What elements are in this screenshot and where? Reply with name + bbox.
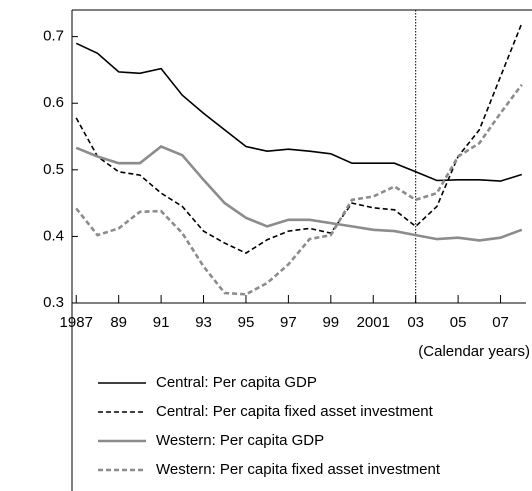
x-tick-label: 1987: [60, 314, 93, 331]
x-tick-label: 07: [492, 314, 509, 331]
series-line: [75, 145, 523, 242]
x-tick-label: 2001: [357, 314, 390, 331]
x-tick-label: 91: [153, 314, 170, 331]
y-tick-label: 0.3: [43, 294, 64, 311]
x-tick-label: 89: [110, 314, 127, 331]
series-line: [75, 83, 523, 296]
y-tick-label: 0.6: [43, 94, 64, 111]
x-tick-label: 99: [322, 314, 339, 331]
legend-label: Western: Per capita GDP: [156, 432, 324, 449]
x-tick-label: 03: [407, 314, 424, 331]
y-tick-label: 0.4: [43, 227, 64, 244]
x-unit-label: (Calendar years): [418, 343, 530, 360]
legend-label: Central: Per capita GDP: [156, 374, 317, 391]
x-tick-label: 93: [195, 314, 212, 331]
x-tick-label: 95: [238, 314, 255, 331]
x-tick-label: 97: [280, 314, 297, 331]
legend-label: Central: Per capita fixed asset investme…: [156, 403, 434, 420]
x-tick-label: 05: [450, 314, 467, 331]
y-tick-label: 0.5: [43, 161, 64, 178]
legend-label: Western: Per capita fixed asset investme…: [156, 461, 441, 478]
series-line: [75, 23, 523, 255]
y-tick-label: 0.7: [43, 28, 64, 45]
